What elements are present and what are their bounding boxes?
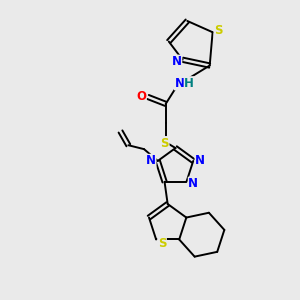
Text: O: O xyxy=(136,91,146,103)
Text: N: N xyxy=(146,154,156,167)
Text: N: N xyxy=(188,177,198,190)
Text: S: S xyxy=(158,237,166,250)
Text: S: S xyxy=(214,24,223,37)
Text: N: N xyxy=(174,77,184,90)
Text: N: N xyxy=(172,55,182,68)
Text: H: H xyxy=(184,77,194,90)
Text: S: S xyxy=(160,136,169,150)
Text: N: N xyxy=(195,154,205,167)
